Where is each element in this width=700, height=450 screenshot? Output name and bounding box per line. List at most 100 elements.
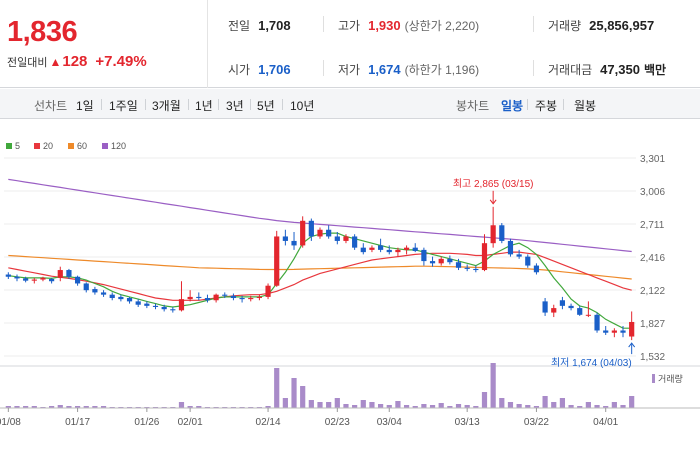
candle-body — [308, 220, 314, 237]
candle-chart-label: 봉차트 — [456, 99, 490, 113]
x-tick-label: 03/04 — [377, 417, 402, 428]
change-percent: +7.49% — [95, 53, 147, 70]
candle-body — [611, 330, 617, 333]
volume-bar — [412, 406, 418, 408]
candle-weekly[interactable]: 주봉 — [535, 99, 558, 113]
prev-close-stat: 전일 1,708 — [228, 18, 291, 33]
high-stat: 고가 1,930 (상한가 2,220) — [338, 18, 480, 33]
lower-limit: (하한가 1,196) — [404, 63, 480, 77]
x-tick-label: 02/01 — [178, 417, 203, 428]
prev-close-value: 1,708 — [258, 18, 291, 33]
x-tick-label: 02/14 — [256, 417, 281, 428]
volume-bar — [23, 406, 29, 408]
legend-swatch-20 — [34, 143, 40, 149]
volume-bar — [429, 405, 436, 408]
candlestick-chart: 5 20 60 120 최고 2,865 (03/15) 최저 1,674 (04/03… — [0, 141, 700, 428]
period-5y[interactable]: 5년 — [257, 99, 275, 113]
period-1w[interactable]: 1주일 — [109, 99, 138, 113]
legend-swatch-5 — [6, 143, 12, 149]
legend-swatch-120 — [102, 143, 108, 149]
x-tick-label: 01/17 — [65, 417, 90, 428]
price-change: 전일대비 ▲ 128 +7.49% — [7, 53, 147, 70]
amount-unit: 백만 — [643, 63, 667, 77]
volume-bar — [559, 398, 566, 408]
ma120-line — [8, 178, 632, 253]
ma60-line — [8, 254, 632, 280]
volume-bar — [577, 406, 583, 408]
candle-body — [265, 285, 271, 297]
ma5-line — [8, 232, 632, 329]
candle-body — [507, 240, 514, 255]
volume-bar — [421, 404, 427, 408]
y-tick-label: 3,301 — [640, 154, 665, 165]
volume-bar — [369, 402, 375, 408]
candle-body — [455, 262, 462, 268]
volume-bar — [464, 405, 470, 408]
candle-body — [568, 305, 574, 309]
period-3m[interactable]: 3개월 — [152, 99, 181, 113]
volume-bar — [594, 405, 600, 408]
candle-body — [603, 330, 609, 333]
candle-body — [343, 236, 349, 241]
volume-bar — [551, 402, 557, 408]
legend-swatch-60 — [68, 143, 74, 149]
period-3y[interactable]: 3년 — [226, 99, 244, 113]
volume-bar — [274, 368, 280, 408]
candle-monthly[interactable]: 월봉 — [574, 99, 597, 113]
volume-bar — [92, 406, 98, 408]
candle-body — [629, 321, 635, 337]
candle-body — [369, 247, 375, 250]
volume-stat: 거래량 25,856,957 — [548, 18, 655, 33]
candle-body — [282, 236, 288, 241]
volume-bar — [282, 398, 288, 408]
candle-body — [438, 258, 444, 264]
candle-body — [559, 300, 566, 306]
volume-bar — [5, 406, 11, 408]
volume-bar — [568, 405, 574, 408]
x-tick-label: 01/26 — [134, 417, 159, 428]
candle-body — [542, 301, 548, 313]
period-1d[interactable]: 1일 — [76, 99, 94, 113]
volume-legend-swatch — [652, 374, 655, 383]
candle-body — [620, 330, 626, 333]
candle-body — [66, 270, 72, 277]
period-10y[interactable]: 10년 — [290, 99, 315, 113]
open-value: 1,706 — [258, 62, 291, 77]
candle-body — [291, 240, 297, 246]
candle-body — [152, 305, 159, 307]
volume-bar — [308, 400, 314, 408]
candle-body — [83, 283, 89, 291]
candle-body — [464, 267, 470, 269]
low-stat: 저가 1,674 (하한가 1,196) — [338, 62, 480, 77]
candle-body — [274, 236, 280, 286]
candle-body — [196, 296, 202, 299]
volume-bar — [187, 406, 193, 408]
volume-bar — [611, 402, 617, 408]
candle-body — [317, 229, 323, 237]
volume-bar — [403, 405, 410, 408]
candle-body — [386, 249, 392, 253]
candle-body — [360, 247, 366, 253]
volume-bar — [378, 404, 384, 408]
volume-legend-label: 거래량 — [658, 373, 683, 384]
volume-bar — [360, 400, 366, 408]
y-tick-label: 1,827 — [640, 319, 665, 330]
candle-body — [378, 245, 384, 250]
candle-body — [577, 308, 583, 315]
period-toolbar: 선차트 1일 1주일 3개월 1년 3년 5년 10년 봉차트 일봉 주봉 월봉 — [0, 89, 700, 119]
candle-body — [222, 294, 228, 296]
candle-body — [481, 243, 488, 271]
amount-stat: 거래대금 47,350 백만 — [548, 62, 667, 77]
candle-body — [594, 314, 600, 331]
volume-bar — [334, 398, 340, 408]
price-chart[interactable]: 5 20 60 120 최고 2,865 (03/15) 최저 1,674 (04/03… — [0, 120, 700, 450]
candle-body — [230, 295, 237, 299]
candle-body — [213, 294, 219, 301]
period-1y[interactable]: 1년 — [195, 99, 213, 113]
x-tick-label: 01/08 — [0, 417, 21, 428]
candle-body — [421, 249, 427, 262]
candle-daily[interactable]: 일봉 — [501, 99, 524, 113]
amount-value: 47,350 — [600, 62, 640, 77]
candle-body — [300, 220, 306, 246]
volume-bar — [629, 396, 635, 408]
